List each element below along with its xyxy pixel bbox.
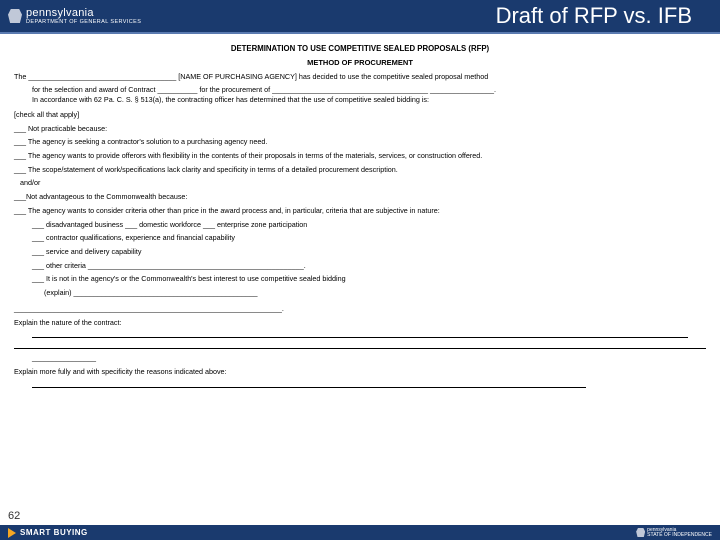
- blank-line-1: ________________________________________…: [14, 304, 706, 314]
- footer: 62 SMART BUYING pennsylvania STATE OF IN…: [0, 525, 720, 540]
- footer-tagline: STATE OF INDEPENDENCE: [647, 533, 712, 538]
- item-best-interest-1: ___ It is not in the agency's or the Com…: [32, 274, 706, 284]
- smart-buying-logo: SMART BUYING: [8, 528, 88, 538]
- smart-buying-text: SMART BUYING: [20, 528, 88, 537]
- header-logo: pennsylvania DEPARTMENT OF GENERAL SERVI…: [8, 7, 141, 25]
- footer-bar: SMART BUYING pennsylvania STATE OF INDEP…: [0, 525, 720, 540]
- item-flexibility: ___ The agency wants to provide offerors…: [14, 151, 706, 161]
- intro-text-1: The ____________________________________…: [14, 72, 488, 81]
- explain-reasons-line: [32, 381, 586, 388]
- item-scope-clarity: ___ The scope/statement of work/specific…: [14, 165, 706, 175]
- intro-line-3: In accordance with 62 Pa. C. S. § 513(a)…: [32, 95, 706, 105]
- explain-reasons-label: Explain more fully and with specificity …: [14, 367, 706, 377]
- explain-contract-line-3: ________________: [32, 353, 706, 363]
- explain-contract-line-1: [32, 331, 688, 338]
- slide-title: Draft of RFP vs. IFB: [141, 3, 712, 29]
- triangle-icon: [8, 528, 16, 538]
- sub-disadvantaged: ___ disadvantaged business ___ domestic …: [32, 220, 706, 230]
- mini-keystone-icon: [636, 528, 645, 537]
- doc-title-1: DETERMINATION TO USE COMPETITIVE SEALED …: [14, 44, 706, 55]
- sub-other-criteria: ___ other criteria _____________________…: [32, 261, 706, 271]
- dept-name: DEPARTMENT OF GENERAL SERVICES: [26, 19, 141, 25]
- footer-right-logo: pennsylvania STATE OF INDEPENDENCE: [636, 528, 712, 538]
- intro-line-1: The ____________________________________…: [14, 72, 706, 82]
- check-all: [check all that apply]: [14, 110, 706, 120]
- item-not-advantageous: ___Not advantageous to the Commonwealth …: [14, 192, 706, 202]
- item-contractor-solution: ___ The agency is seeking a contractor's…: [14, 137, 706, 147]
- intro-line-2: for the selection and award of Contract …: [32, 85, 706, 95]
- page-number: 62: [8, 510, 20, 522]
- document-body: DETERMINATION TO USE COMPETITIVE SEALED …: [0, 34, 720, 388]
- keystone-icon: [8, 9, 22, 23]
- explain-contract-line-2: [14, 342, 706, 349]
- explain-contract-label: Explain the nature of the contract:: [14, 318, 706, 328]
- item-criteria-other: ___ The agency wants to consider criteri…: [14, 206, 706, 216]
- state-name: pennsylvania: [26, 7, 141, 19]
- sub-qualifications: ___ contractor qualifications, experienc…: [32, 233, 706, 243]
- sub-service-delivery: ___ service and delivery capability: [32, 247, 706, 257]
- header-bar: pennsylvania DEPARTMENT OF GENERAL SERVI…: [0, 0, 720, 34]
- doc-title-2: METHOD OF PROCUREMENT: [14, 58, 706, 68]
- item-best-interest-2: (explain) ______________________________…: [44, 288, 706, 298]
- item-not-practicable: ___ Not practicable because:: [14, 124, 706, 134]
- and-or: and/or: [20, 178, 706, 188]
